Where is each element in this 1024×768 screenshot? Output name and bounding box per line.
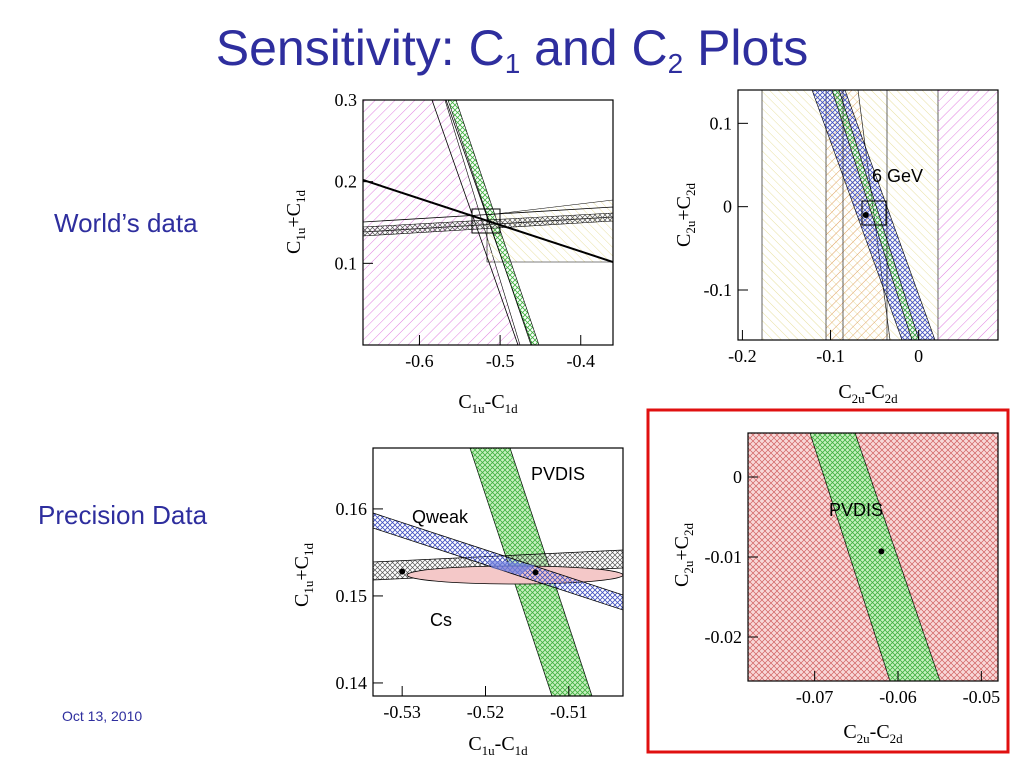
- gray-band: [431, 100, 533, 345]
- ylabel-c2-world: C2u+C2d: [673, 183, 698, 247]
- y-tick-label: 0.16: [336, 499, 368, 519]
- x-tick-label: -0.5: [486, 351, 515, 371]
- y-tick-label: 0.3: [335, 90, 358, 110]
- xlabel-c2-world: C2u-C2d: [838, 381, 898, 406]
- y-tick-label: 0.1: [710, 113, 733, 133]
- x-tick-label: -0.4: [566, 351, 595, 371]
- data-point: [862, 212, 869, 218]
- worlds-data-label: World’s data: [54, 208, 198, 238]
- annotation-qweak: Qweak: [412, 507, 469, 527]
- zoom-box: [861, 200, 887, 226]
- xlabel-c2-precision: C2u-C2d: [843, 721, 903, 746]
- ylabel-c1-precision: C1u+C1d: [291, 543, 316, 607]
- y-tick-label: 0: [733, 467, 742, 487]
- xlabel-c1-world: C1u-C1d: [458, 391, 518, 416]
- annotation-pvdis-c2: PVDIS: [829, 500, 883, 520]
- x-tick-label: -0.51: [550, 702, 588, 722]
- x-tick-label: 0: [914, 346, 923, 366]
- data-point: [532, 569, 539, 576]
- chart-c1-precision: -0.53 -0.52 -0.51 0.14 0.15 0.16: [336, 447, 624, 722]
- y-tick-label: -0.02: [705, 627, 743, 647]
- chart-c1-world: -0.6 -0.5 -0.4 0.1 0.2 0.3: [335, 90, 614, 371]
- green-band: [831, 90, 920, 340]
- data-point: [399, 568, 406, 575]
- y-tick-label: 0.15: [336, 586, 368, 606]
- y-tick-label: -0.01: [705, 547, 743, 567]
- highlight-border: [646, 408, 1010, 754]
- chart-c2-precision: -0.07 -0.06 -0.05 0 -0.01 -0.02: [646, 408, 1010, 754]
- x-tick-label: -0.52: [467, 702, 505, 722]
- horizontal-band: [363, 206, 613, 233]
- x-tick-label: -0.06: [879, 687, 917, 707]
- date-label: Oct 13, 2010: [62, 708, 143, 724]
- y-tick-label: 0.2: [335, 172, 358, 192]
- y-tick-label: 0: [723, 197, 732, 217]
- x-tick-label: -0.05: [963, 687, 1001, 707]
- y-tick-label: 0.1: [335, 253, 358, 273]
- x-tick-label: -0.6: [405, 351, 434, 371]
- pink-region: [938, 90, 998, 340]
- annotation-cs: Cs: [430, 610, 452, 630]
- x-tick-label: -0.07: [796, 687, 834, 707]
- annotation-6gev: 6 GeV: [872, 166, 923, 186]
- horizontal-band-2: [363, 212, 613, 237]
- ylabel-c1-world: C1u+C1d: [283, 190, 308, 254]
- x-tick-label: -0.2: [728, 346, 757, 366]
- chart-c2-world: -0.2 -0.1 0 0.1 0 -0.1: [704, 89, 999, 366]
- precision-data-label: Precision Data: [38, 500, 208, 530]
- xlabel-c1-precision: C1u-C1d: [468, 733, 528, 758]
- page-title: Sensitivity: C1 and C2 Plots: [215, 20, 809, 79]
- zoom-box: [471, 208, 501, 234]
- annotation-pvdis-c1: PVDIS: [531, 464, 585, 484]
- ylabel-c2-precision: C2u+C2d: [671, 523, 696, 587]
- overlap: [488, 560, 535, 575]
- y-tick-label: -0.1: [704, 280, 733, 300]
- x-tick-label: -0.1: [816, 346, 845, 366]
- combined-line: [363, 179, 613, 263]
- x-tick-label: -0.53: [383, 702, 421, 722]
- y-tick-label: 0.14: [336, 673, 368, 693]
- data-point: [878, 548, 885, 555]
